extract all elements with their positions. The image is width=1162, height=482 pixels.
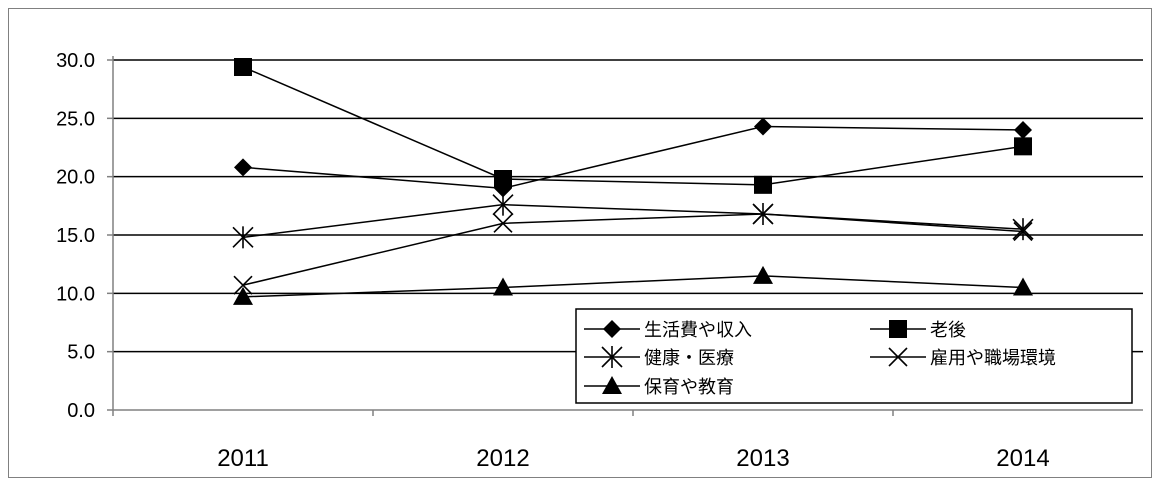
y-tick-label: 5.0: [67, 342, 95, 364]
legend-marker: [603, 320, 621, 338]
data-point: [493, 213, 513, 233]
legend-item: 雇用や職場環境: [870, 347, 1056, 369]
data-point: [1013, 221, 1033, 242]
data-point: [234, 58, 252, 76]
series-line-5: [242, 275, 1024, 298]
data-point: [233, 286, 253, 305]
series-line-4: [242, 213, 1024, 286]
data-point: [753, 265, 773, 284]
x-tick-label: 2014: [996, 445, 1049, 472]
legend-label: 生活費や収入: [644, 320, 752, 341]
data-point: [753, 204, 773, 224]
y-tick-label: 30.0: [56, 50, 95, 72]
data-point: [1014, 121, 1032, 139]
y-tick-label: 10.0: [56, 283, 95, 305]
legend-label: 老後: [930, 320, 966, 341]
data-point: [493, 277, 513, 296]
legend-item: 健康・医療: [584, 346, 734, 369]
data-point: [234, 158, 252, 177]
y-tick-label: 0.0: [67, 400, 95, 422]
legend-marker: [601, 346, 623, 368]
legend-label: 健康・医療: [644, 348, 734, 369]
data-point: [492, 193, 514, 216]
data-point: [232, 226, 254, 249]
y-tick-label: 15.0: [56, 225, 95, 247]
y-tick-label: 20.0: [56, 167, 95, 189]
x-tick-label: 2011: [217, 445, 269, 472]
legend-marker: [889, 320, 907, 338]
legend-item: 生活費や収入: [584, 320, 752, 341]
data-point: [1012, 218, 1034, 241]
data-point: [1013, 277, 1033, 296]
series-line-2: [242, 66, 1024, 186]
y-tick-label: 25.0: [56, 108, 95, 130]
data-point: [754, 175, 772, 194]
series-line-3: [242, 203, 1024, 239]
legend-label: 雇用や職場環境: [930, 348, 1056, 369]
legend-item: 老後: [870, 320, 966, 341]
legend-marker: [888, 347, 908, 367]
data-point: [754, 117, 772, 136]
x-tick-label: 2013: [736, 445, 789, 472]
data-point: [233, 275, 253, 295]
data-point: [1014, 137, 1032, 156]
legend-item: 保育や教育: [584, 376, 734, 398]
legend-label: 保育や教育: [644, 377, 734, 398]
x-tick-label: 2012: [476, 445, 529, 472]
data-point: [494, 170, 512, 188]
series-line-1: [242, 125, 1024, 190]
legend-box: [575, 308, 1133, 404]
legend-marker: [602, 376, 622, 394]
